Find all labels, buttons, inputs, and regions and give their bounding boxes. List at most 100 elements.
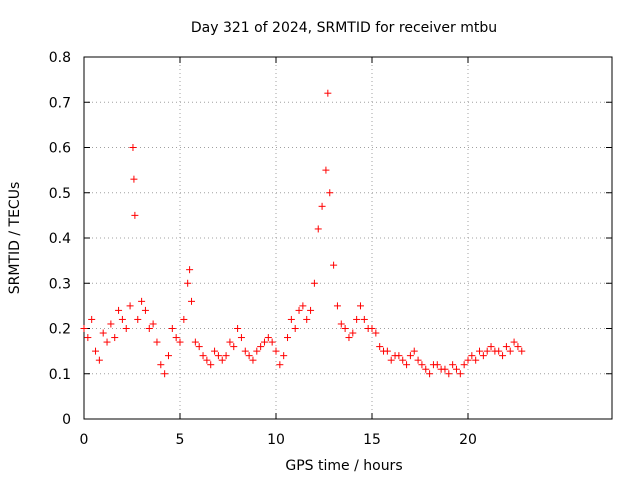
data-point — [376, 343, 384, 351]
data-point — [99, 329, 107, 337]
y-tick-label: 0.3 — [49, 276, 71, 292]
data-point — [188, 297, 196, 305]
data-point — [353, 315, 361, 323]
x-tick-label: 10 — [267, 432, 285, 448]
y-tick-label: 0.2 — [49, 322, 71, 338]
data-point — [464, 356, 472, 364]
data-point — [460, 361, 468, 369]
chart-title: Day 321 of 2024, SRMTID for receiver mtb… — [191, 20, 497, 36]
data-point — [476, 347, 484, 355]
data-point — [168, 325, 176, 332]
data-point — [514, 343, 522, 351]
data-point — [92, 347, 100, 355]
data-point — [368, 325, 376, 332]
data-point — [111, 334, 119, 342]
data-point — [153, 338, 161, 346]
data-point — [318, 202, 326, 210]
data-point — [483, 347, 491, 355]
data-point — [176, 338, 184, 346]
data-point — [241, 347, 249, 355]
data-point — [268, 338, 276, 346]
data-point — [433, 361, 441, 369]
data-point — [506, 347, 514, 355]
data-point — [452, 365, 460, 373]
data-point — [134, 315, 142, 323]
data-point — [145, 325, 153, 332]
data-point — [510, 338, 518, 346]
data-point — [141, 306, 149, 314]
data-point — [426, 370, 434, 378]
y-tick-label: 0.7 — [49, 95, 71, 111]
data-point — [207, 361, 215, 369]
data-point — [284, 334, 292, 342]
data-point — [383, 347, 391, 355]
data-point — [129, 144, 137, 151]
data-point — [260, 338, 268, 346]
data-point — [249, 356, 257, 364]
data-point — [387, 356, 395, 364]
data-point — [226, 338, 234, 346]
data-point — [314, 225, 322, 233]
data-point — [324, 89, 332, 97]
data-point — [276, 361, 284, 369]
data-point — [257, 343, 265, 351]
data-point — [418, 361, 426, 369]
data-point — [237, 334, 245, 342]
y-tick-label: 0.1 — [49, 367, 71, 383]
data-point — [103, 338, 111, 346]
data-point — [115, 306, 123, 314]
data-point — [218, 356, 226, 364]
y-tick-label: 0.8 — [49, 50, 71, 66]
data-point — [126, 302, 134, 310]
data-point — [472, 356, 480, 364]
data-point — [88, 315, 96, 323]
data-point — [479, 352, 487, 360]
data-point — [95, 356, 103, 364]
data-point — [441, 365, 449, 373]
data-point — [399, 356, 407, 364]
axis-ticks: 0 0.1 0.2 0.3 0.4 0.5 0.6 0.7 0.8 0 5 10 15 20 — [49, 50, 612, 448]
x-tick-label: 5 — [176, 432, 185, 448]
data-point — [122, 325, 130, 332]
data-point — [199, 352, 207, 360]
data-point — [403, 361, 411, 369]
data-point — [322, 166, 330, 174]
data-point — [337, 320, 345, 328]
data-point — [449, 361, 457, 369]
data-point — [203, 356, 211, 364]
data-point — [161, 370, 169, 378]
data-point — [149, 320, 157, 328]
data-point — [211, 347, 219, 355]
data-point — [191, 338, 199, 346]
data-point — [157, 361, 165, 369]
data-point — [345, 334, 353, 342]
data-point — [414, 356, 422, 364]
data-point — [360, 315, 368, 323]
data-point — [164, 352, 172, 360]
data-point — [131, 211, 139, 219]
data-point — [456, 370, 464, 378]
y-tick-label: 0.6 — [49, 141, 71, 157]
data-point — [341, 325, 349, 332]
data-point — [410, 347, 418, 355]
data-point — [264, 334, 272, 342]
data-point — [214, 352, 222, 360]
x-tick-label: 20 — [459, 432, 477, 448]
data-point — [395, 352, 403, 360]
x-axis-label: GPS time / hours — [285, 458, 402, 474]
data-point — [291, 325, 299, 332]
data-point — [80, 325, 88, 332]
data-point — [245, 352, 253, 360]
y-tick-label: 0.5 — [49, 186, 71, 202]
x-tick-label: 15 — [363, 432, 381, 448]
data-point — [330, 261, 338, 269]
y-tick-label: 0 — [62, 412, 71, 428]
data-point — [295, 306, 303, 314]
data-point — [130, 175, 138, 183]
data-point — [495, 347, 503, 355]
data-point — [280, 352, 288, 360]
y-tick-label: 0.4 — [49, 231, 71, 247]
x-tick-label: 0 — [80, 432, 89, 448]
data-point — [184, 279, 192, 287]
